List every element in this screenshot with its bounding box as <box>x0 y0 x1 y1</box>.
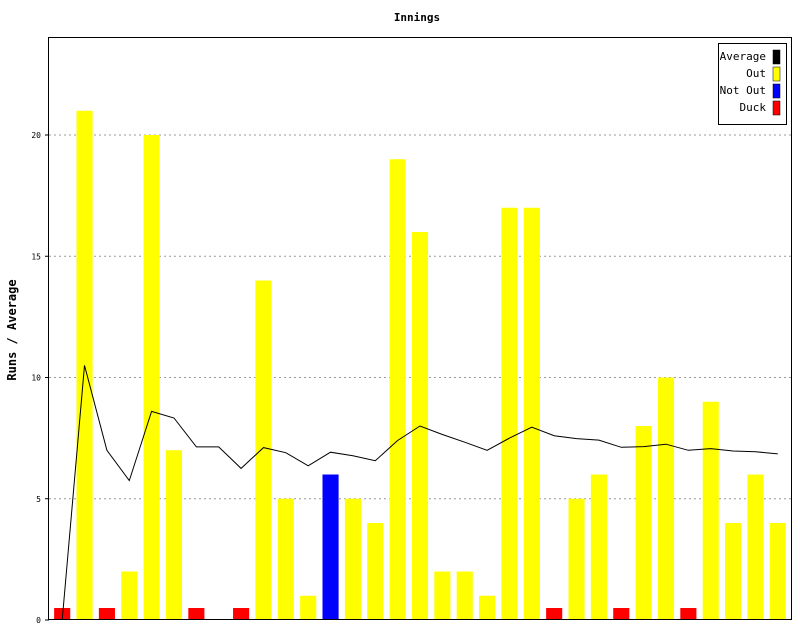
bar-duck <box>613 608 630 620</box>
bar-out <box>143 135 160 620</box>
bar-out <box>501 207 518 620</box>
y-ticks: 0 5 10 15 20 <box>31 131 49 625</box>
legend-label: Average <box>720 50 766 63</box>
legend-swatch <box>772 83 781 99</box>
bar-out <box>344 498 361 620</box>
y-tick-label: 15 <box>31 252 41 261</box>
bar-out <box>657 377 675 620</box>
bar-out <box>769 523 786 620</box>
bar-out <box>523 207 540 620</box>
legend-label: Not Out <box>720 84 766 97</box>
y-tick-label: 10 <box>31 374 41 383</box>
average-line <box>61 365 778 621</box>
y-tick-label: 5 <box>36 495 41 504</box>
legend-swatch <box>772 100 781 116</box>
bars <box>54 110 786 620</box>
bar-duck <box>98 608 115 620</box>
bar-out <box>568 498 585 620</box>
bar-out <box>456 571 473 620</box>
bar-out <box>255 280 272 620</box>
bar-duck <box>233 608 250 620</box>
bar-out <box>635 426 652 620</box>
bar-out <box>389 159 406 620</box>
bar-out <box>747 474 764 620</box>
bar-out <box>300 595 317 620</box>
legend: Average Out Not Out Duck <box>718 43 787 125</box>
bar-duck <box>680 608 697 620</box>
bar-out <box>479 595 496 620</box>
bar-not-out <box>322 474 339 620</box>
y-axis-label: Runs / Average <box>5 279 19 380</box>
bar-out <box>725 523 742 620</box>
bar-out <box>277 498 294 620</box>
bar-duck <box>54 608 71 620</box>
bar-duck <box>546 608 563 620</box>
plot-frame <box>48 37 792 620</box>
legend-swatch <box>772 49 781 65</box>
legend-label: Duck <box>740 101 767 114</box>
bar-out <box>590 474 607 620</box>
y-tick-label: 20 <box>31 131 41 140</box>
y-tick-label: 0 <box>36 616 41 625</box>
axes <box>48 37 792 620</box>
chart-title: Innings <box>394 11 440 24</box>
legend-swatch <box>772 66 781 82</box>
legend-label: Out <box>746 67 766 80</box>
bar-out <box>702 401 719 620</box>
bar-out <box>165 450 183 620</box>
bar-out <box>121 571 138 620</box>
bar-out <box>434 571 451 620</box>
bar-out <box>367 523 384 620</box>
bar-duck <box>188 608 205 620</box>
